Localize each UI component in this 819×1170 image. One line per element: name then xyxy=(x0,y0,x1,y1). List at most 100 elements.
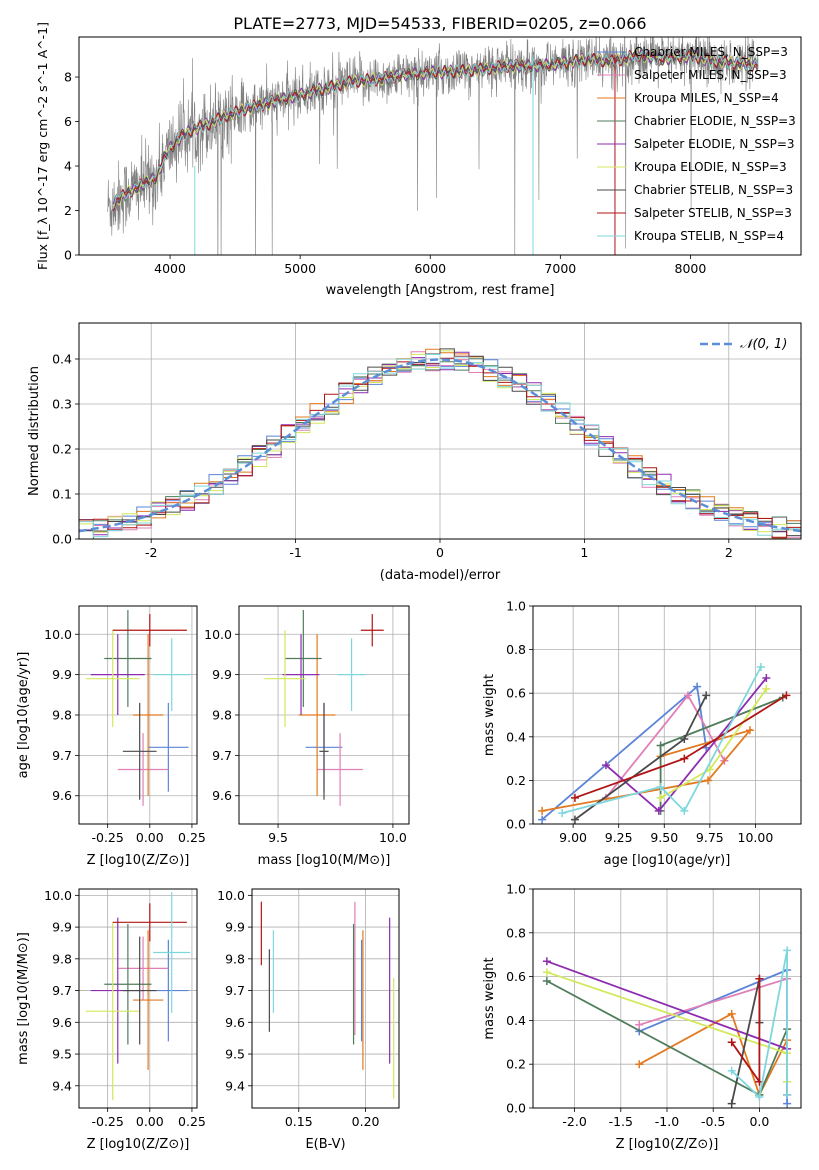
legend-label: Kroupa MILES, N_SSP=4 xyxy=(634,91,779,105)
tick-label-x: 5000 xyxy=(284,261,316,276)
tick-label-x: 9.00 xyxy=(559,830,587,845)
y-axis-label: Normed distribution xyxy=(27,366,42,496)
y-axis-label: mass [log10(M/M⊙)] xyxy=(16,932,31,1065)
tick-label-y: 9.9 xyxy=(52,920,72,935)
tick-label-y: 4 xyxy=(64,159,72,174)
tick-label-x: 9.25 xyxy=(605,830,633,845)
tick-label-y: 0.0 xyxy=(506,1101,526,1116)
tick-label-x: 9.5 xyxy=(268,830,288,845)
x-axis-label: E(B-V) xyxy=(305,1137,345,1152)
tick-label-y: 9.6 xyxy=(225,1015,245,1030)
tick-label-y: 0.4 xyxy=(506,1013,526,1028)
axes-frame xyxy=(78,36,802,256)
x-axis-label: (data-model)/error xyxy=(380,568,501,583)
tick-label-y: 0.8 xyxy=(506,642,526,657)
tick-label-y: 0.3 xyxy=(52,397,72,412)
tick-label-y: 8 xyxy=(64,70,72,85)
series-marker xyxy=(601,761,610,770)
tick-label-x: -0.25 xyxy=(91,1114,123,1129)
series-marker xyxy=(680,806,689,815)
tick-label-x: 0.25 xyxy=(178,830,206,845)
residuals-panel: -2 -1 0 1 2 0.0 0.1 0.2 0.3 0.4 (data-model)/error… xyxy=(27,322,802,583)
tick-label-x: 2 xyxy=(725,545,733,560)
tick-label-x: 7000 xyxy=(544,261,576,276)
age-mass-plot-area xyxy=(264,610,384,806)
x-axis-label: Z [log10(Z/Z⊙)] xyxy=(87,1137,190,1152)
tick-label-y: 0.2 xyxy=(506,1057,526,1072)
tick-label-y: 9.5 xyxy=(52,1047,72,1062)
tick-label-y: 9.6 xyxy=(52,1015,72,1030)
tick-label-x: 0.25 xyxy=(178,1114,206,1129)
series-marker xyxy=(570,793,579,802)
tick-label-x: -2 xyxy=(145,545,157,560)
series-marker xyxy=(542,968,551,977)
tick-label-y: 1.0 xyxy=(506,882,526,897)
tick-label-x: -0.5 xyxy=(701,1114,725,1129)
tick-label-x: 0.00 xyxy=(136,830,164,845)
tick-label-x: -0.25 xyxy=(91,830,123,845)
series-marker xyxy=(570,815,579,824)
series-marker xyxy=(727,1066,736,1075)
series-marker xyxy=(727,1038,736,1047)
tick-label-x: 0.20 xyxy=(352,1114,380,1129)
series-marker xyxy=(538,806,547,815)
tick-label-y: 0.4 xyxy=(506,729,526,744)
tick-label-x: -1.0 xyxy=(655,1114,679,1129)
series-marker xyxy=(542,976,551,985)
tick-label-x: 9.75 xyxy=(696,830,724,845)
series-marker xyxy=(756,663,765,672)
series-marker xyxy=(680,734,689,743)
mass-Z-panel: -0.25 0.00 0.25 9.4 9.5 9.6 9.7 9.8 9.9 10.0 Z [lo… xyxy=(16,888,206,1152)
tick-label-y: 10.0 xyxy=(217,888,245,903)
tick-label-x: 10.0 xyxy=(379,830,407,845)
axes-frame xyxy=(532,888,802,1109)
legend-label: Kroupa ELODIE, N_SSP=3 xyxy=(634,160,787,174)
weight-age-panel: 9.00 9.25 9.50 9.75 10.00 0.0 0.2 0.4 0.6 0.8 1.0 a… xyxy=(482,599,802,868)
tick-label-y: 9.8 xyxy=(52,708,72,723)
legend: Chabrier MILES, N_SSP=3 Salpeter MILES, N… xyxy=(597,45,796,243)
tick-label-y: 0.6 xyxy=(506,686,526,701)
age-Z-plot-area xyxy=(85,610,191,806)
series-marker xyxy=(762,673,771,682)
tick-label-y: 0.2 xyxy=(506,773,526,788)
tick-label-y: 9.5 xyxy=(225,1047,245,1062)
legend-label: Chabrier ELODIE, N_SSP=3 xyxy=(634,114,796,128)
tick-label-y: 10.0 xyxy=(44,627,72,642)
tick-label-y: 9.4 xyxy=(225,1078,245,1093)
residuals-plot-area xyxy=(79,348,801,539)
tick-label-x: 10.00 xyxy=(738,830,774,845)
mass-ebv-panel: 0.15 0.20 9.4 9.5 9.6 9.7 9.8 9.9 10.0 E(B-V) xyxy=(217,888,400,1152)
age-Z-panel: -0.25 0.00 0.25 9.6 9.7 9.8 9.9 10.0 Z [log10(Z/… xyxy=(16,605,206,868)
axes-frame xyxy=(238,605,410,825)
figure-title: PLATE=2773, MJD=54533, FIBERID=0205, z=0… xyxy=(233,14,646,33)
y-axis-label: Flux [f_λ 10^-17 erg cm^-2 s^-1 A^-1] xyxy=(35,22,50,270)
tick-label-x: 0.00 xyxy=(136,1114,164,1129)
tick-label-y: 9.7 xyxy=(52,983,72,998)
tick-label-y: 9.7 xyxy=(225,983,245,998)
series-line-kroupa-miles xyxy=(638,1012,788,1098)
legend-label: 𝒩(0, 1) xyxy=(740,337,787,352)
tick-label-y: 9.8 xyxy=(225,951,245,966)
tick-label-y: 10.0 xyxy=(44,888,72,903)
tick-label-y: 9.6 xyxy=(212,788,232,803)
tick-label-y: 9.7 xyxy=(52,748,72,763)
series-marker xyxy=(656,782,665,791)
series-marker xyxy=(635,1060,644,1069)
tick-label-y: 0.8 xyxy=(506,925,526,940)
legend-label: Chabrier MILES, N_SSP=3 xyxy=(634,45,788,59)
tick-label-x: 0 xyxy=(436,545,444,560)
model-spectrum-kroupa-stelib xyxy=(112,49,758,210)
x-axis-label: Z [log10(Z/Z⊙)] xyxy=(87,853,190,868)
x-axis-label: mass [log10(M/M⊙)] xyxy=(258,853,391,868)
series-marker xyxy=(782,691,791,700)
series-marker xyxy=(783,1090,792,1099)
series-marker xyxy=(656,793,665,802)
normal-curve xyxy=(79,358,801,533)
tick-label-y: 0.2 xyxy=(52,442,72,457)
series-marker xyxy=(727,1009,736,1018)
y-axis-label: mass weight xyxy=(482,674,497,756)
series-marker xyxy=(783,946,792,955)
tick-label-y: 9.8 xyxy=(52,951,72,966)
axes-frame xyxy=(78,605,198,825)
